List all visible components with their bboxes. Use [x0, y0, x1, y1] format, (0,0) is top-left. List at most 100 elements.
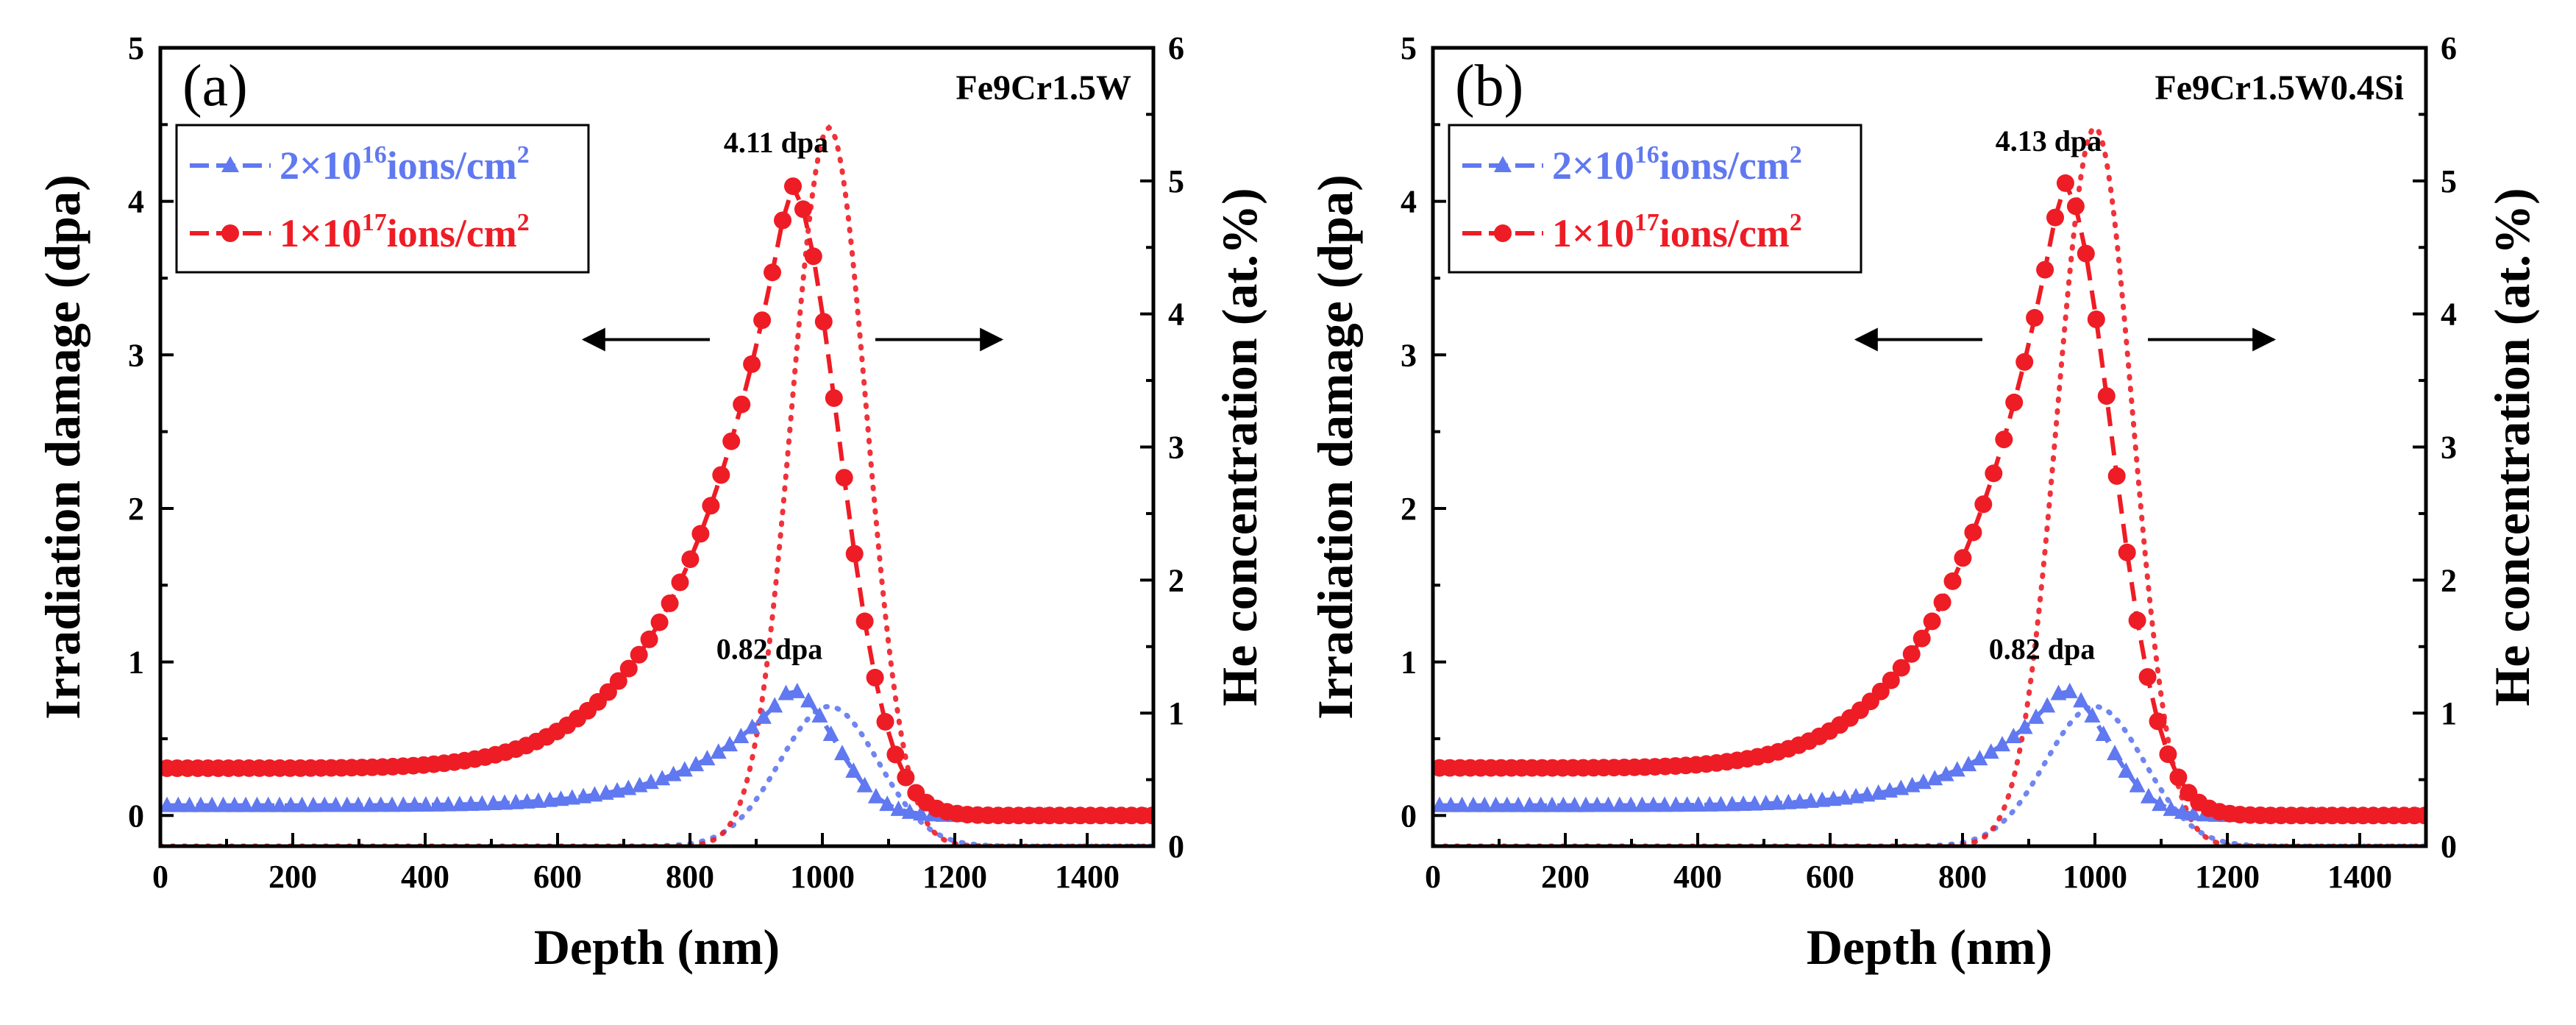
data-point [2036, 260, 2054, 279]
data-point [2118, 543, 2136, 561]
data-point [372, 796, 389, 812]
panel-label: (a) [182, 54, 248, 118]
y-tick-label: 0 [128, 798, 144, 834]
data-point [845, 545, 864, 563]
data-point [620, 779, 637, 795]
damage-line-series-1 [1440, 689, 2419, 818]
data-point [710, 743, 727, 759]
data-point [800, 692, 817, 708]
data-point [282, 796, 299, 812]
data-point [463, 795, 480, 811]
legend-unit-exponent: 2 [517, 209, 530, 236]
legend-base: 1×10 [1552, 211, 1634, 255]
data-point [856, 776, 873, 792]
y2-tick-label: 5 [2441, 163, 2457, 199]
data-point [338, 796, 355, 812]
data-point [1954, 549, 1972, 567]
data-point [2128, 611, 2146, 630]
data-point [814, 313, 833, 331]
data-point [640, 630, 658, 648]
data-point [876, 712, 894, 731]
data-point [485, 795, 502, 811]
legend-exponent: 16 [362, 141, 387, 169]
data-point [1510, 796, 1527, 812]
y-tick-label: 3 [128, 337, 144, 373]
data-point [1902, 645, 1921, 663]
data-point [215, 796, 232, 812]
data-point [2056, 174, 2074, 192]
data-point [327, 796, 344, 812]
data-point [1938, 765, 1954, 781]
data-point [630, 645, 648, 664]
data-point [170, 796, 187, 812]
y-tick-label: 1 [1401, 645, 1417, 681]
legend-box [1448, 124, 1862, 274]
x-tick-label: 0 [1425, 859, 1441, 895]
data-point [835, 469, 853, 487]
data-point [789, 682, 805, 698]
data-point [271, 796, 288, 812]
legend-marker [1494, 156, 1512, 172]
data-point [2152, 795, 2168, 812]
data-point [866, 668, 884, 687]
data-point [1645, 796, 1662, 812]
y-tick-label: 4 [1401, 184, 1417, 220]
data-point [2027, 708, 2044, 724]
data-point [1780, 793, 1797, 809]
data-point [691, 525, 710, 543]
data-point [2005, 393, 2024, 411]
y2-axis-label: He concentration (at.%) [1211, 188, 1267, 706]
data-point [897, 768, 915, 787]
x-tick-label: 600 [1806, 859, 1854, 895]
data-point [597, 784, 614, 800]
data-point [1600, 796, 1617, 812]
data-point [417, 796, 434, 812]
x-axis-label: Depth (nm) [534, 919, 780, 975]
legend-label: 1×1017ions/cm2 [280, 209, 530, 255]
damage-markers-series-1 [160, 682, 1153, 823]
data-point [778, 684, 794, 701]
data-point [2169, 768, 2188, 787]
data-point [744, 718, 761, 734]
panel-label: (b) [1455, 54, 1523, 118]
legend-exponent: 17 [362, 209, 387, 236]
x-axis-label: Depth (nm) [1807, 919, 2052, 975]
data-point [2050, 684, 2067, 701]
data-point [2005, 727, 2022, 743]
data-point [766, 697, 783, 713]
damage-line-series-2 [1440, 177, 2425, 818]
data-point [712, 466, 730, 484]
damage-line-series-2 [167, 180, 1153, 818]
data-point [794, 200, 812, 219]
data-point [1746, 795, 1763, 811]
x-tick-label: 1400 [1055, 859, 1120, 895]
legend-unit: ions/cm [387, 211, 517, 255]
data-point [1679, 796, 1696, 812]
data-point [226, 796, 243, 812]
data-point [1994, 736, 2010, 752]
y2-tick-label: 3 [1168, 430, 1184, 466]
data-point [1871, 682, 1890, 701]
data-point [699, 750, 716, 766]
data-point [1769, 794, 1785, 810]
data-point [293, 796, 310, 812]
data-point [2107, 467, 2126, 485]
x-tick-label: 1000 [790, 859, 855, 895]
peak-annotation: 4.11 dpa [724, 126, 828, 159]
legend-base: 2×10 [1552, 143, 1634, 188]
data-point [1634, 796, 1651, 812]
data-point [508, 793, 524, 809]
x-tick-label: 0 [152, 859, 168, 895]
legend-item-series-2: 1×1017ions/cm2 [1462, 209, 1802, 255]
data-point [722, 432, 741, 450]
data-point [1611, 796, 1628, 812]
legend-base: 1×10 [280, 211, 362, 255]
x-tick-label: 1200 [2195, 859, 2260, 895]
legend-unit: ions/cm [1659, 143, 1790, 188]
legend-unit: ions/cm [1659, 211, 1790, 255]
data-point [1971, 750, 1988, 766]
y-axis-label: Irradiation damage (dpa) [35, 174, 90, 719]
legend-unit-exponent: 2 [1790, 141, 1802, 169]
data-point [2026, 308, 2044, 327]
data-point [1476, 796, 1493, 812]
